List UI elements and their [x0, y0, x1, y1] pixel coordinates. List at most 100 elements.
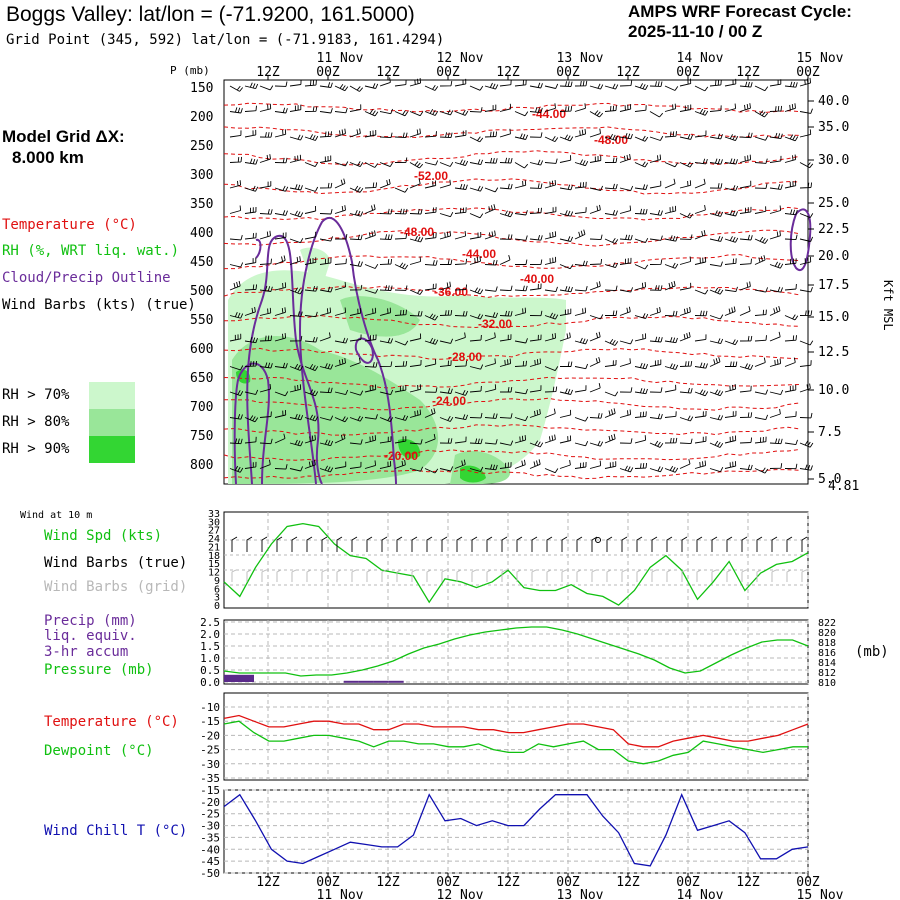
chill-tick-label: -35: [200, 831, 220, 844]
wind-barb: [349, 415, 364, 422]
wind-barb: [259, 307, 272, 316]
wind-barb: [304, 80, 317, 87]
wind-barb: [484, 187, 499, 193]
wind-barb: [349, 234, 363, 241]
surface-grid-wind-barb: [531, 569, 537, 582]
pressure-tick-label: 300: [190, 168, 213, 183]
wind-barb: [409, 78, 422, 87]
wind-barb: [289, 413, 304, 421]
wind-barb: [619, 387, 633, 393]
wind-barb: [529, 334, 542, 342]
wind-barb: [469, 136, 484, 143]
surface-wind-barb: [381, 536, 388, 552]
wind-barb: [409, 310, 423, 317]
wind-barb: [304, 414, 319, 422]
wind-barb: [335, 234, 348, 240]
temperature-dewpoint-panel: -10-15-20 -25-30-35: [200, 692, 809, 785]
pressure-tick-label: 822: [818, 618, 836, 629]
wind-barb: [529, 385, 542, 393]
wind-barb: [784, 103, 796, 112]
surface-wind-barb: [231, 536, 238, 552]
wind-barb: [289, 439, 304, 447]
surface-grid-wind-barb: [486, 569, 492, 582]
chill-tick-label: -40: [200, 843, 220, 856]
pressure-tick-label: 816: [818, 648, 836, 659]
surface-grid-wind-barb: [471, 569, 477, 582]
wind-barb: [289, 134, 304, 141]
temperature-line: [223, 714, 809, 748]
surface-wind-barb: [471, 536, 478, 552]
wind-barb: [319, 307, 332, 316]
wind-barb: [499, 183, 513, 190]
wind-barb: [574, 159, 589, 167]
wind-barb: [589, 383, 601, 393]
isotherm-line: [224, 314, 801, 329]
wind-barb: [709, 210, 724, 217]
wind-barb: [649, 135, 664, 141]
top-date-label: 13 Nov: [557, 51, 604, 66]
wind-barb: [499, 334, 512, 342]
wind-barb: [319, 465, 334, 473]
wind-barb: [544, 312, 559, 320]
surface-wind-barb: [741, 536, 748, 552]
chill-tick-label: -45: [200, 855, 220, 868]
wind-barb: [544, 333, 557, 342]
surface-wind-barb: [621, 536, 628, 552]
wind-barb: [634, 184, 648, 190]
wind-barb: [679, 212, 694, 219]
wind-barb: [379, 234, 393, 240]
wind-barb: [514, 388, 528, 395]
wind-barb: [349, 334, 362, 342]
wind-barb: [484, 384, 497, 393]
wind-barb: [439, 466, 454, 472]
wind-barb: [304, 434, 316, 444]
surface-wind-barb: [726, 536, 733, 552]
surface-wind-barb: [411, 536, 418, 552]
wind-barb: [605, 310, 618, 316]
precip-frame: [223, 619, 809, 685]
wind-barb: [529, 259, 543, 265]
wind-tick-label: 9: [214, 576, 220, 587]
wind-barb: [334, 84, 349, 92]
pressure-tick-label: 500: [190, 284, 213, 299]
wind-barb: [589, 356, 601, 367]
wind-barb: [319, 131, 332, 138]
wind-barb: [739, 335, 753, 342]
wind-barb: [589, 155, 602, 163]
legend-wind-barbs: Wind Barbs (kts) (true): [2, 297, 196, 313]
wind-barb: [799, 412, 813, 419]
wind-barb: [544, 103, 556, 112]
surface-wind-barb: [666, 536, 673, 552]
chill-tick-label: -15: [200, 784, 220, 797]
wind-barb: [589, 128, 601, 138]
wind-barb: [529, 440, 544, 448]
wind-barb: [679, 387, 693, 394]
precip-bar: [239, 674, 254, 682]
pressure-tick-label: 400: [190, 226, 213, 241]
wind-barb: [529, 310, 543, 317]
wind-barb: [724, 306, 736, 316]
wind-barb: [289, 210, 304, 218]
wind-barb: [439, 415, 454, 422]
wind-barb: [349, 128, 361, 138]
wind-barb: [589, 83, 604, 90]
wind-barb: [754, 255, 766, 265]
isotherm-label: -32.00: [478, 317, 512, 331]
wind-barb: [229, 85, 244, 92]
wind-barb: [739, 437, 753, 444]
isotherm-line: [223, 424, 801, 436]
surface-grid-wind-barb: [336, 569, 342, 582]
wind-barb: [259, 132, 273, 138]
temp-tick-label: -10: [200, 701, 220, 714]
wind-barb: [649, 387, 663, 393]
isotherm-label: -48.00: [594, 133, 628, 147]
bottom-time-label: 12Z: [616, 875, 640, 890]
wind-barb: [259, 459, 271, 469]
wind-barb: [559, 81, 573, 87]
isotherm-line: [223, 126, 801, 139]
bottom-time-label: 12Z: [496, 875, 520, 890]
kft-tick-label: 40.0: [818, 94, 849, 109]
wind-barb: [274, 362, 288, 369]
wind-barb: [784, 411, 797, 418]
